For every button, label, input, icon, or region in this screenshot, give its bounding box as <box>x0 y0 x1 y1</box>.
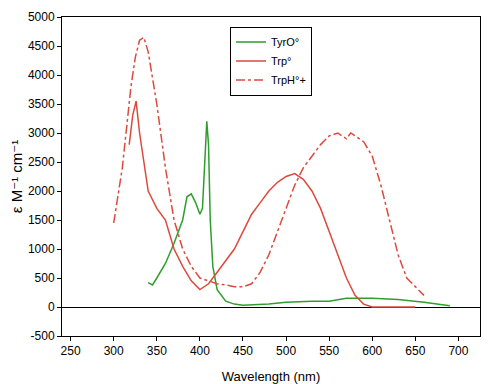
svg-text:ε M⁻¹ cm⁻¹: ε M⁻¹ cm⁻¹ <box>8 140 25 213</box>
svg-text:700: 700 <box>448 344 468 358</box>
svg-text:350: 350 <box>147 344 167 358</box>
svg-text:500: 500 <box>35 271 55 285</box>
svg-text:-500: -500 <box>31 329 55 343</box>
svg-text:1500: 1500 <box>28 213 55 227</box>
svg-text:Wavelength (nm): Wavelength (nm) <box>222 369 321 384</box>
svg-text:3000: 3000 <box>28 126 55 140</box>
svg-text:550: 550 <box>319 344 339 358</box>
svg-text:2000: 2000 <box>28 184 55 198</box>
svg-text:3500: 3500 <box>28 97 55 111</box>
svg-text:400: 400 <box>190 344 210 358</box>
svg-text:TrpH°+: TrpH°+ <box>271 74 306 86</box>
svg-text:300: 300 <box>104 344 124 358</box>
svg-text:4500: 4500 <box>28 39 55 53</box>
svg-text:Trp°: Trp° <box>271 55 292 67</box>
svg-text:600: 600 <box>362 344 382 358</box>
svg-text:450: 450 <box>233 344 253 358</box>
svg-text:650: 650 <box>405 344 425 358</box>
svg-text:TyrO°: TyrO° <box>271 36 299 48</box>
svg-text:4000: 4000 <box>28 68 55 82</box>
svg-text:2500: 2500 <box>28 155 55 169</box>
svg-text:1000: 1000 <box>28 242 55 256</box>
svg-text:250: 250 <box>61 344 81 358</box>
svg-text:5000: 5000 <box>28 10 55 24</box>
svg-text:500: 500 <box>276 344 296 358</box>
svg-text:0: 0 <box>48 300 55 314</box>
